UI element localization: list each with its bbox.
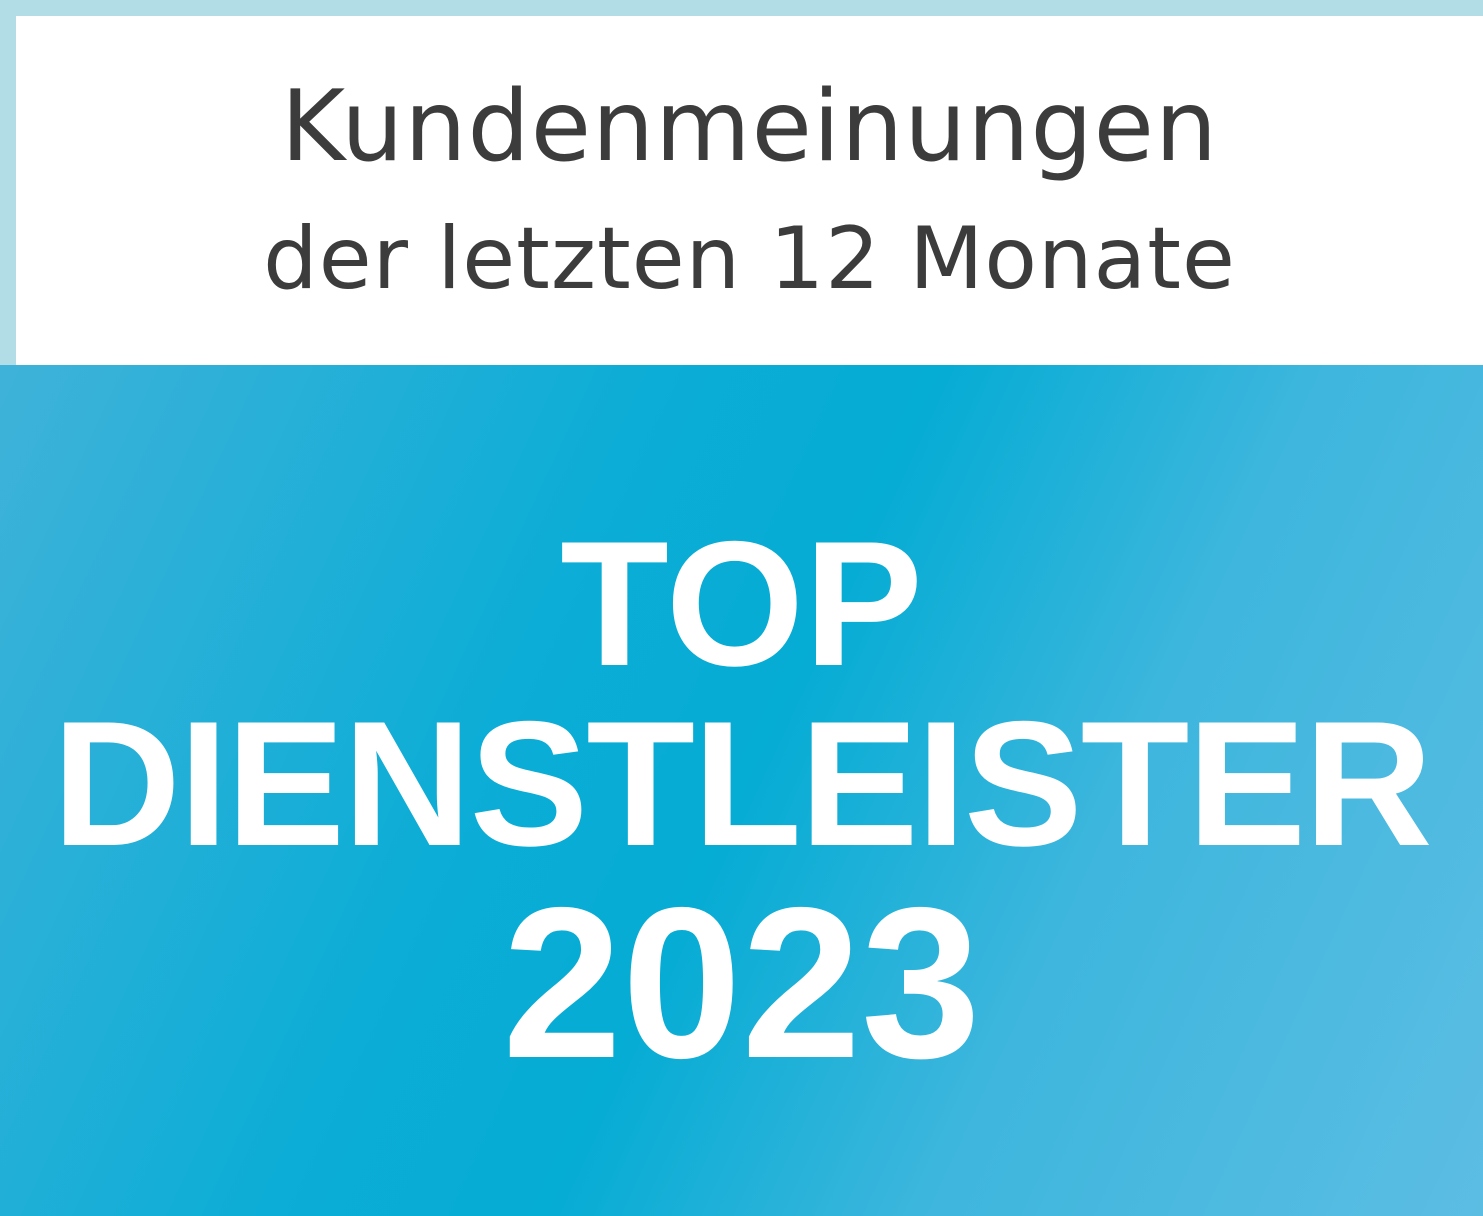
- award-panel: TOP DIENSTLEISTER 2023: [0, 365, 1483, 1216]
- award-year: 2023: [502, 862, 981, 1103]
- award-title: DIENSTLEISTER: [52, 684, 1432, 883]
- header-title: Kundenmeinungen: [280, 70, 1219, 184]
- header-panel: Kundenmeinungen der letzten 12 Monate: [16, 16, 1483, 365]
- award-top: TOP: [560, 504, 923, 703]
- header-subtitle: der letzten 12 Monate: [263, 209, 1236, 309]
